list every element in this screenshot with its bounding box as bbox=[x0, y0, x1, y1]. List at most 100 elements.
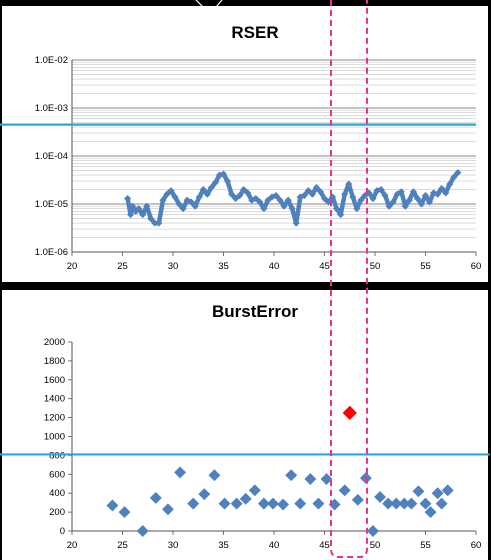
rser-data-point bbox=[450, 173, 458, 181]
x-tick-label: 35 bbox=[218, 261, 229, 272]
x-tick-label: 60 bbox=[471, 540, 482, 551]
y-tick-label: 1200 bbox=[44, 413, 65, 424]
bursterror-data-point bbox=[162, 503, 174, 516]
x-tick-label: 30 bbox=[168, 261, 179, 272]
rser-data-point bbox=[240, 186, 248, 194]
rser-data-point bbox=[187, 198, 195, 206]
x-tick-label: 25 bbox=[117, 261, 128, 272]
bursterror-data-point bbox=[285, 469, 298, 482]
x-tick-label: 20 bbox=[67, 540, 78, 551]
bursterror-data-point bbox=[359, 472, 372, 485]
rser-data-point bbox=[236, 192, 244, 200]
x-tick-label: 25 bbox=[117, 540, 128, 551]
bursterror-data-point bbox=[320, 473, 333, 485]
rser-data-point bbox=[139, 211, 147, 219]
x-tick-label: 45 bbox=[319, 540, 330, 551]
bursterror-data-point bbox=[351, 493, 364, 506]
rser-data-point bbox=[260, 205, 268, 213]
bursterror-data-point bbox=[267, 497, 279, 510]
rser-data-point bbox=[442, 189, 450, 197]
bursterror-data-point bbox=[118, 506, 131, 519]
rser-data-point bbox=[284, 196, 292, 204]
rser-chart: RSER 1.0E-06 1.0E-05 1.0E-04 1.0E-03 1.0E-02… bbox=[0, 23, 481, 272]
rser-data-point bbox=[244, 189, 252, 197]
rser-data-point bbox=[228, 190, 236, 198]
y-tick-label: 200 bbox=[49, 507, 65, 518]
rser-data-point bbox=[147, 214, 155, 222]
rser-data-point bbox=[127, 211, 135, 219]
rser-data-point bbox=[381, 192, 389, 200]
bursterror-chart: BurstError 0 200 400 600 800 1000 1200 1400 1600… bbox=[0, 302, 490, 551]
y-tick-label: 400 bbox=[49, 488, 65, 499]
y-tick-label: 1600 bbox=[44, 375, 65, 386]
rser-data-point bbox=[417, 200, 425, 208]
rser-data-point bbox=[413, 194, 421, 203]
bursterror-data-point bbox=[431, 487, 444, 500]
bursterror-data-point bbox=[239, 492, 252, 505]
rser-data-point bbox=[304, 187, 312, 195]
bursterror-data-point bbox=[149, 491, 162, 504]
rser-data-point bbox=[171, 193, 179, 201]
rser-data-point bbox=[397, 188, 405, 196]
bursterror-data-point bbox=[312, 497, 325, 510]
rser-data-point bbox=[219, 170, 228, 178]
rser-data-point bbox=[312, 184, 320, 192]
y-tick-label: 1.0E-06 bbox=[35, 247, 68, 258]
rser-data-point bbox=[199, 186, 207, 194]
bursterror-data-point bbox=[441, 484, 454, 497]
bursterror-data-point bbox=[367, 525, 379, 537]
bursterror-data-point bbox=[174, 466, 187, 479]
rser-data-point bbox=[385, 202, 393, 210]
bursterror-data-point bbox=[304, 473, 317, 485]
bursterror-data-point bbox=[412, 485, 425, 498]
bursterror-data-point bbox=[218, 497, 231, 510]
bursterror-data-point bbox=[208, 469, 221, 482]
rser-data-point bbox=[151, 219, 159, 227]
bursterror-highlight-point bbox=[342, 405, 357, 420]
x-tick-label: 50 bbox=[370, 540, 381, 551]
rser-data-point bbox=[421, 192, 430, 200]
bursterror-data-point bbox=[198, 488, 211, 501]
rser-data-point bbox=[401, 202, 409, 210]
rser-data-point bbox=[438, 184, 446, 193]
rser-chart-title: RSER bbox=[231, 23, 278, 42]
y-tick-label: 600 bbox=[49, 469, 65, 480]
y-tick-label: 1.0E-02 bbox=[35, 55, 68, 66]
rser-data-point bbox=[308, 190, 316, 198]
rser-data-point bbox=[316, 188, 324, 196]
rser-data-point bbox=[369, 194, 377, 203]
rser-data-point bbox=[280, 202, 288, 210]
y-tick-label: 1.0E-04 bbox=[35, 151, 68, 162]
x-tick-label: 55 bbox=[420, 540, 431, 551]
rser-data-point bbox=[300, 192, 308, 200]
rser-data-point bbox=[426, 198, 434, 206]
rser-data-point bbox=[224, 177, 232, 185]
rser-data-point bbox=[175, 200, 183, 208]
rser-data-point bbox=[129, 202, 137, 210]
rser-data-point bbox=[191, 202, 199, 210]
x-tick-label: 50 bbox=[370, 261, 381, 272]
bursterror-data-point bbox=[136, 525, 149, 537]
rser-data-point bbox=[159, 196, 167, 204]
bursterror-data-point bbox=[435, 497, 448, 510]
bursterror-data-point bbox=[277, 498, 290, 511]
x-tick-label: 55 bbox=[420, 261, 431, 272]
rser-data-point bbox=[211, 179, 219, 187]
rser-data-point bbox=[203, 190, 211, 198]
x-tick-label: 40 bbox=[269, 540, 280, 551]
bursterror-chart-panel: BurstError 0 200 400 600 800 1000 1200 1400 1600… bbox=[0, 290, 490, 560]
rser-data-point bbox=[163, 190, 171, 198]
bursterror-chart-title: BurstError bbox=[212, 302, 298, 321]
rser-data-point bbox=[155, 219, 163, 227]
bursterror-data-point bbox=[374, 491, 386, 503]
rser-chart-panel: RSER 1.0E-06 1.0E-05 1.0E-04 1.0E-03 1.0E-02… bbox=[0, 6, 488, 282]
rser-data-point bbox=[409, 188, 417, 196]
y-tick-label: 1800 bbox=[44, 356, 65, 367]
rser-data-point bbox=[292, 219, 300, 227]
rser-data-point bbox=[167, 187, 175, 195]
bursterror-data-point bbox=[338, 484, 351, 497]
y-tick-label: 1.0E-03 bbox=[35, 103, 68, 114]
x-tick-label: 40 bbox=[269, 261, 280, 272]
rser-data-point bbox=[320, 194, 329, 203]
bursterror-data-point bbox=[106, 499, 119, 512]
